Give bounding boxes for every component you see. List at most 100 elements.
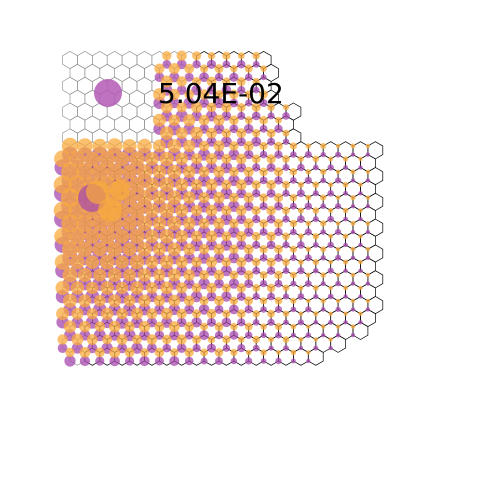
orange-site-marker [222,335,231,344]
orange-site-marker [267,103,275,112]
purple-site-marker [304,202,312,210]
orange-site-marker [153,88,166,101]
orange-site-marker [252,129,261,138]
orange-site-marker [130,307,144,320]
purple-site-marker [237,344,246,353]
orange-site-marker [320,272,327,278]
orange-site-marker [358,259,363,265]
orange-site-marker [297,207,304,214]
purple-site-marker [312,190,319,197]
orange-site-marker [191,153,203,165]
orange-site-marker [365,221,371,226]
orange-site-marker [244,270,254,280]
purple-site-marker [343,320,348,325]
orange-site-marker [305,220,312,227]
lattice-hexagon [352,141,369,160]
purple-site-marker [358,242,363,248]
purple-site-marker [139,355,150,367]
lattice-hexagon [360,283,376,302]
purple-site-marker [327,293,334,300]
purple-site-marker [199,72,210,83]
purple-site-marker [245,331,253,339]
purple-site-marker [365,178,371,183]
purple-site-marker [290,280,297,287]
purple-site-marker [267,112,275,120]
orange-site-marker [230,322,238,331]
lattice-hexagon [121,76,138,95]
purple-site-marker [365,307,371,312]
orange-site-marker [159,203,175,218]
lattice-hexagon [345,231,361,250]
purple-site-marker [109,355,120,367]
orange-site-marker [160,101,173,114]
lattice-hexagon [121,51,138,69]
orange-site-marker [70,281,85,295]
orange-site-marker [305,169,312,175]
purple-site-marker [304,280,312,287]
purple-site-marker [297,215,305,224]
purple-site-marker [335,332,341,338]
orange-site-marker [243,218,254,229]
orange-site-marker [320,246,327,253]
orange-site-marker [305,143,311,149]
orange-site-marker [259,193,268,202]
orange-site-marker [343,285,348,291]
orange-site-marker [69,150,86,167]
lattice-hexagon [345,283,361,302]
orange-site-marker [335,298,341,303]
lattice-hexagon [114,63,130,82]
orange-site-marker [298,337,304,342]
orange-site-marker [205,204,218,217]
purple-site-marker [328,319,334,325]
orange-site-marker [259,219,268,228]
orange-site-marker [282,284,290,292]
purple-site-marker [290,228,297,236]
lattice-hexagon [337,321,354,340]
orange-site-marker [107,241,123,257]
purple-site-marker [282,164,290,171]
purple-site-marker [199,330,210,341]
orange-site-marker [191,230,203,242]
orange-site-marker [358,208,363,213]
purple-site-marker [343,294,348,299]
purple-site-marker [252,86,260,94]
lattice-hexagon [136,102,153,121]
lattice-hexagon [360,205,376,224]
purple-site-marker [252,215,261,224]
purple-site-marker [251,111,261,121]
orange-site-marker [109,346,121,358]
purple-site-marker [290,332,296,338]
purple-site-marker [243,227,254,237]
orange-site-marker [137,268,152,282]
site-markers [53,50,371,367]
orange-site-marker [114,151,130,167]
lattice-hexagon [352,218,369,237]
lattice-hexagon [360,179,376,199]
orange-site-marker [328,285,333,291]
purple-site-marker [343,268,348,273]
orange-site-marker [206,282,217,294]
orange-site-marker [77,241,93,257]
purple-site-marker [244,279,254,288]
purple-site-marker [282,293,290,300]
orange-site-marker [94,321,106,332]
orange-site-marker [160,75,173,88]
purple-site-marker [320,255,326,261]
purple-site-marker [221,85,232,95]
purple-site-marker [320,203,327,209]
orange-site-marker [244,90,253,99]
orange-site-marker [221,153,232,164]
purple-site-marker [214,331,224,340]
lattice-hexagon [352,167,369,186]
orange-site-marker [274,296,283,305]
orange-site-marker [259,245,268,254]
orange-site-marker [229,270,239,280]
orange-site-marker [176,50,187,61]
orange-site-marker [244,296,254,306]
orange-site-marker [146,308,158,320]
orange-site-marker [191,256,202,268]
orange-site-marker [306,350,311,355]
orange-site-marker [267,309,275,318]
purple-site-marker [290,151,297,158]
orange-site-marker [297,155,304,162]
